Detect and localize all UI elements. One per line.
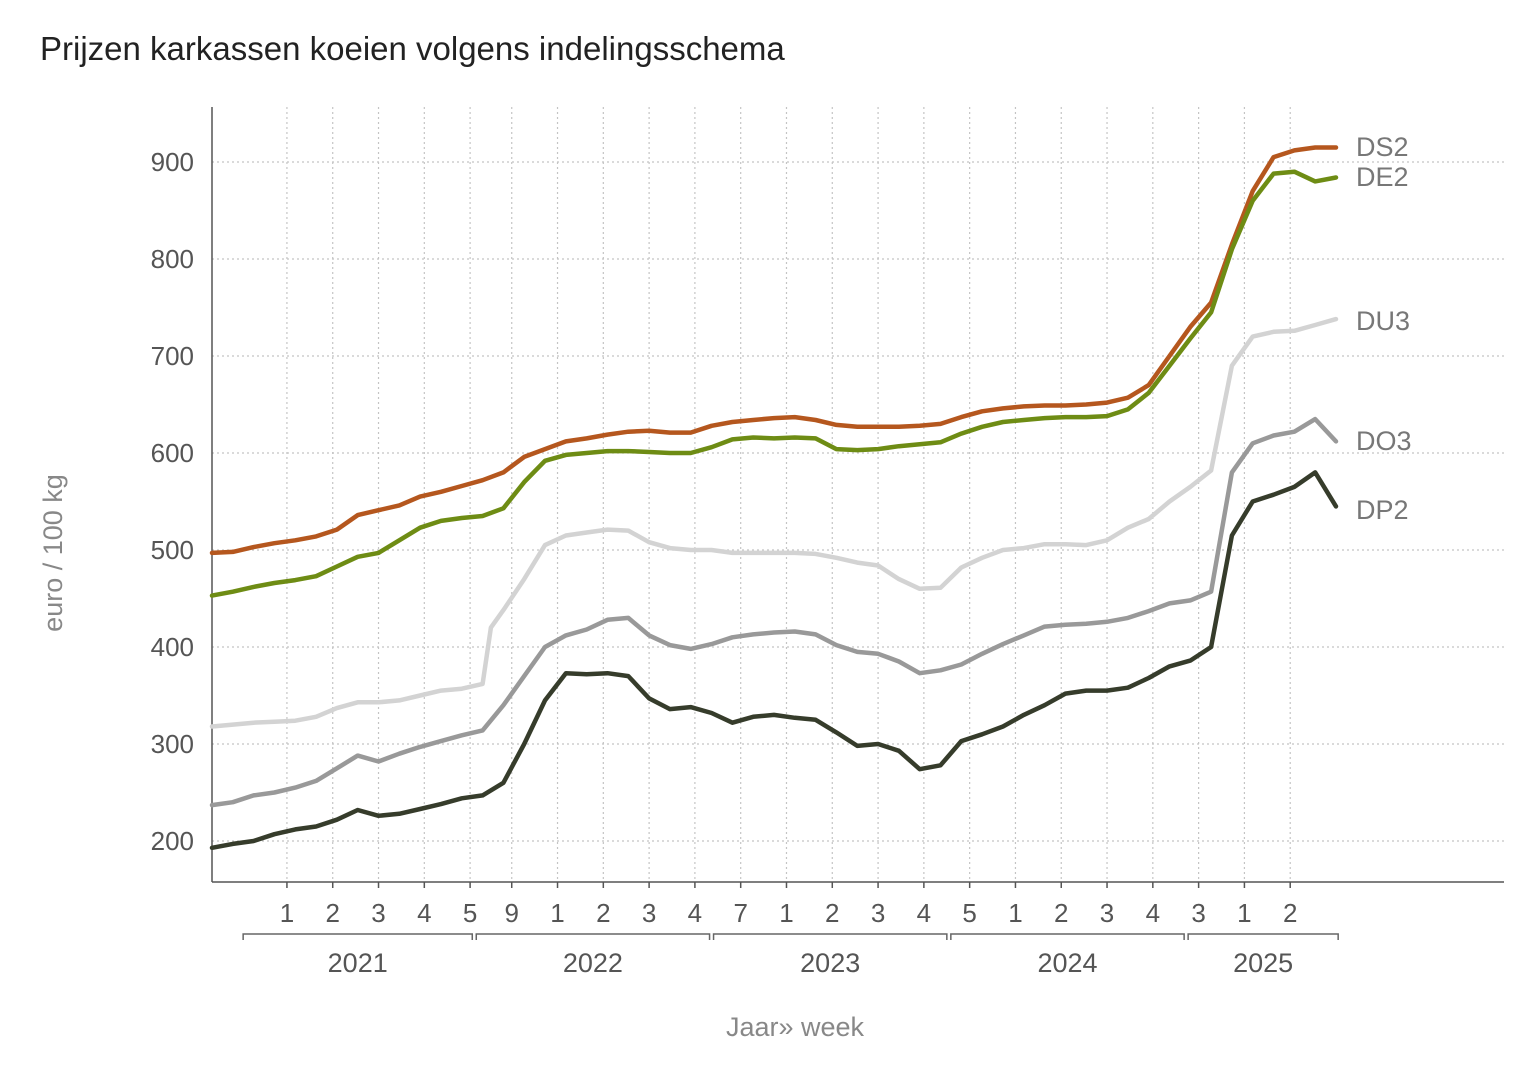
y-axis-ticks: 200 300 400 500 600 700 800 900 <box>151 147 194 856</box>
x-tick-label: 4 <box>917 898 931 928</box>
x-tick-label: 5 <box>463 898 477 928</box>
year-bracket <box>242 933 474 940</box>
x-tick-label: 2 <box>1054 898 1068 928</box>
series-line-de2 <box>209 169 1339 598</box>
series-label-dp2: DP2 <box>1356 495 1409 525</box>
x-tick-label: 2 <box>596 898 610 928</box>
x-tick-label: 5 <box>962 898 976 928</box>
y-tick-label: 400 <box>151 632 194 662</box>
x-tick-label: 1 <box>1237 898 1251 928</box>
axes <box>211 107 1504 883</box>
series-lines <box>209 145 1339 851</box>
x-tick-label: 2 <box>825 898 839 928</box>
x-tick-label: 4 <box>688 898 702 928</box>
y-tick-label: 500 <box>151 535 194 565</box>
x-tick-label: 4 <box>417 898 431 928</box>
series-line-dp2 <box>209 470 1339 851</box>
year-label: 2024 <box>1037 948 1097 978</box>
y-tick-label: 600 <box>151 438 194 468</box>
x-axis-year-groups: 2021 2022 2023 2024 2025 <box>242 933 1339 978</box>
series-label-do3: DO3 <box>1356 426 1412 456</box>
grid-vertical <box>286 107 1291 882</box>
year-bracket <box>475 933 711 940</box>
x-tick-label: 7 <box>733 898 747 928</box>
x-tick-label: 1 <box>779 898 793 928</box>
x-tick-label: 2 <box>1283 898 1297 928</box>
y-tick-label: 800 <box>151 244 194 274</box>
x-tick-label: 4 <box>1146 898 1160 928</box>
series-label-de2: DE2 <box>1356 162 1409 192</box>
x-tick-label: 1 <box>550 898 564 928</box>
y-tick-label: 700 <box>151 341 194 371</box>
series-line-do3 <box>209 416 1339 808</box>
year-label: 2025 <box>1233 948 1293 978</box>
x-tick-label: 3 <box>371 898 385 928</box>
year-label: 2022 <box>563 948 623 978</box>
series-line-du3 <box>209 316 1339 729</box>
series-label-du3: DU3 <box>1356 306 1410 336</box>
x-tick-label: 9 <box>504 898 518 928</box>
y-tick-label: 300 <box>151 729 194 759</box>
x-tick-label: 1 <box>1008 898 1022 928</box>
year-bracket <box>712 933 948 940</box>
x-tick-label: 2 <box>325 898 339 928</box>
y-tick-label: 200 <box>151 826 194 856</box>
year-label: 2023 <box>800 948 860 978</box>
year-label: 2021 <box>328 948 388 978</box>
x-tick-label: 3 <box>871 898 885 928</box>
series-label-ds2: DS2 <box>1356 132 1409 162</box>
x-tick-label: 3 <box>1191 898 1205 928</box>
x-tick-label: 3 <box>642 898 656 928</box>
x-tick-label: 1 <box>280 898 294 928</box>
y-tick-label: 900 <box>151 147 194 177</box>
year-bracket <box>950 933 1185 940</box>
year-bracket <box>1187 933 1339 940</box>
x-axis-title: Jaar» week <box>726 1012 865 1042</box>
chart-title: Prijzen karkassen koeien volgens indelin… <box>40 30 785 67</box>
x-tick-label: 3 <box>1100 898 1114 928</box>
y-axis-title: euro / 100 kg <box>38 474 68 632</box>
series-line-ds2 <box>209 145 1339 556</box>
